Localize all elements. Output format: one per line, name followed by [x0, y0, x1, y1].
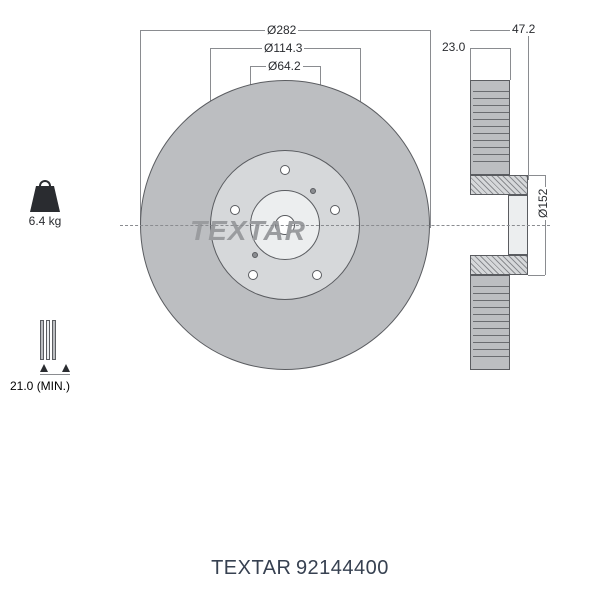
watermark-text: TEXTAR — [190, 215, 306, 247]
bolt-hole — [230, 205, 240, 215]
weight-unit: kg — [49, 214, 62, 228]
dim-ext — [470, 48, 471, 80]
brand-name: TEXTAR — [211, 557, 291, 579]
stud-hole — [310, 188, 316, 194]
weight-indicator: 6.4 kg — [10, 180, 80, 228]
side-hub-top — [470, 175, 528, 195]
dim-ext — [528, 30, 529, 180]
min-thickness-indicator: 21.0 (MIN.) — [10, 320, 100, 393]
side-flange-top — [470, 80, 510, 175]
technical-diagram: Ø282 Ø114.3 Ø64.2 TEXTAR — [40, 20, 560, 480]
dim-line — [40, 374, 70, 375]
thickness-label: 23.0 — [440, 40, 467, 54]
bolt-hole — [330, 205, 340, 215]
dim-ext — [510, 48, 511, 80]
dim-ext — [528, 275, 545, 276]
brand-footer: TEXTAR 92144400 — [0, 557, 600, 580]
part-number: 92144400 — [296, 557, 389, 579]
weight-value: 6.4 — [29, 214, 46, 228]
weight-icon — [30, 186, 60, 212]
dim-ext — [528, 175, 545, 176]
vent-lines — [473, 91, 509, 164]
side-hub-bottom — [470, 255, 528, 275]
side-flange-bottom — [470, 275, 510, 370]
vent-lines — [473, 286, 509, 359]
hub-od-label: Ø152 — [536, 187, 550, 220]
pcd-label: Ø114.3 — [262, 41, 304, 55]
gauge-icon — [40, 320, 70, 360]
hat-height-label: 47.2 — [510, 22, 537, 36]
bolt-hole — [280, 165, 290, 175]
gauge-pins — [40, 364, 70, 372]
centerline — [120, 225, 550, 226]
weight-label: 6.4 kg — [10, 214, 80, 228]
outer-diameter-label: Ø282 — [265, 23, 298, 37]
bolt-hole — [248, 270, 258, 280]
dim-ext-left — [140, 30, 141, 228]
dim-ext-right — [430, 30, 431, 228]
hub-bore-label: Ø64.2 — [266, 59, 303, 73]
stud-hole — [252, 252, 258, 258]
dim-line-thickness — [470, 48, 510, 49]
min-thickness-label: 21.0 (MIN.) — [10, 379, 100, 393]
weight-handle-icon — [39, 180, 51, 186]
bolt-hole — [312, 270, 322, 280]
